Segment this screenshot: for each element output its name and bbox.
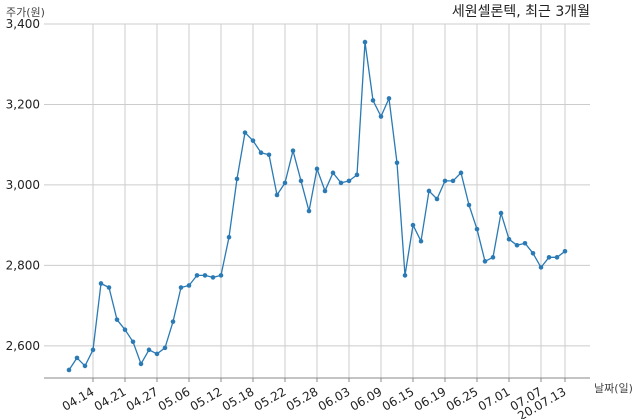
price-point [138,361,144,367]
price-point [306,208,312,214]
price-series [66,39,568,373]
price-point [322,188,328,194]
price-point [202,273,208,278]
price-point [338,180,344,186]
x-tick-label: 05.12 [188,384,225,413]
price-point [434,196,440,202]
price-point [370,98,376,103]
y-axis-ticks: 2,600 2,800 3,000 3,200 3,400 [6,17,40,353]
y-tick-label: 2,600 [6,339,40,353]
x-tick-label: 05.18 [220,384,257,413]
price-point [234,176,240,182]
price-point [554,255,560,260]
price-point [178,285,184,290]
y-tick-label: 2,800 [6,258,40,272]
x-tick-label: 06.25 [444,384,481,413]
y-tick-label: 3,400 [6,17,40,31]
price-point [218,273,224,278]
price-point [98,281,104,286]
price-point [346,178,352,184]
x-tick-label: 06.19 [412,384,449,413]
x-axis-title: 날짜(일) [594,381,633,395]
price-point [402,273,408,278]
price-point [162,345,168,351]
x-tick-label: 04.27 [124,384,161,413]
price-point [298,178,304,184]
price-point [154,351,160,357]
x-tick-label: 04.21 [92,384,129,413]
price-point [114,317,120,322]
y-tick-label: 3,200 [6,97,40,111]
price-point [82,363,88,369]
price-point [74,355,80,361]
price-point [130,339,136,345]
price-point [362,39,368,45]
price-point [282,180,288,186]
y-axis-title: 주가(원) [6,6,45,19]
price-point [186,283,192,288]
x-tick-label: 05.28 [284,384,321,413]
price-point [394,160,400,166]
price-point [146,347,152,353]
price-point [506,236,512,242]
price-point [330,170,336,176]
price-point [482,259,488,264]
price-point [226,234,232,240]
chart-title: 세원셀론텍, 최근 3개월 [452,4,590,20]
price-point [66,367,72,373]
price-point [466,202,472,208]
price-point [314,166,320,172]
price-point [266,152,272,158]
price-point [378,114,384,119]
price-point [170,319,176,324]
price-point [242,130,248,135]
price-point [258,150,264,156]
price-point [562,248,568,254]
x-tick-label: 05.06 [156,384,193,413]
price-point [354,172,360,178]
x-tick-label: 04.14 [60,384,97,413]
price-point [450,178,456,184]
grid-lines [44,23,590,378]
price-point [274,192,280,198]
x-axis-ticks: 04.1404.2104.2705.0605.1205.1805.2205.28… [60,378,569,419]
price-point [458,170,464,176]
price-point [514,242,520,248]
x-tick-label: 06.03 [316,384,353,413]
x-tick-label: 06.15 [380,384,417,413]
price-point [122,327,128,333]
price-point [546,255,552,260]
x-tick-label: 05.22 [252,384,289,413]
price-point [474,226,480,232]
price-point [90,347,96,353]
price-point [106,285,112,290]
x-tick-label: 07.01 [476,384,513,413]
price-point [210,275,216,280]
y-tick-label: 3,000 [6,178,40,192]
price-point [426,188,432,194]
price-point [538,265,544,270]
price-point [522,240,528,246]
price-point [442,178,448,184]
price-point [498,210,504,216]
price-point [194,273,200,278]
price-point [530,250,536,256]
price-point [250,138,256,143]
price-point [290,148,296,154]
x-tick-label: 06.09 [348,384,385,413]
price-point [386,96,392,101]
price-point [418,238,424,244]
price-point [410,222,416,228]
price-point [490,255,496,260]
